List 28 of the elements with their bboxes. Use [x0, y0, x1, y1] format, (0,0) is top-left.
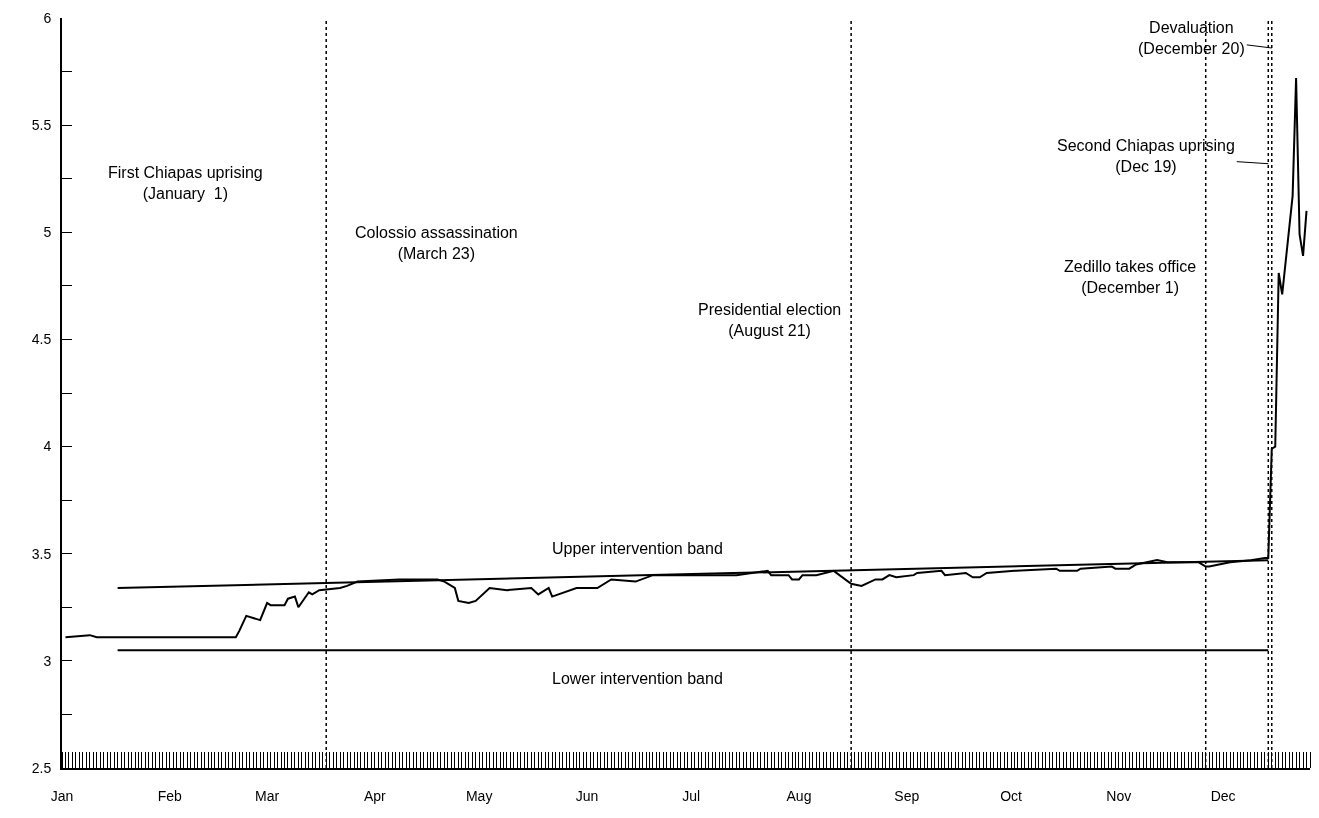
y-tick-label: 3.5 — [31, 545, 52, 562]
x-tick-label: Nov — [1106, 787, 1132, 804]
x-tick-label: Oct — [1000, 787, 1023, 804]
y-tick-label: 5 — [43, 224, 52, 241]
x-tick-label: Dec — [1210, 787, 1236, 804]
x-tick-label: Mar — [255, 787, 280, 804]
x-tick-label: Feb — [157, 787, 183, 804]
ref-line-label: Devaluation (December 20) — [1138, 19, 1245, 57]
y-tick-label: 3 — [43, 652, 52, 669]
y-tick-label: 2.5 — [31, 759, 52, 776]
y-tick-label: 4 — [43, 438, 52, 455]
series-label: Lower intervention band — [552, 670, 723, 687]
x-tick-label: Aug — [786, 787, 812, 804]
ref-line-label: Second Chiapas uprising (Dec 19) — [1057, 137, 1235, 175]
x-tick-label: May — [465, 787, 493, 804]
x-tick-label: Sep — [894, 787, 920, 804]
x-tick-label: Jun — [575, 787, 599, 804]
y-tick-label: 5.5 — [31, 117, 52, 134]
series-label: Upper intervention band — [552, 540, 723, 557]
ref-line-label: Colossio assassination (March 23) — [355, 224, 518, 262]
ref-line-label: Zedillo takes office (December 1) — [1064, 258, 1197, 296]
annotation: First Chiapas uprising (January 1) — [108, 164, 263, 202]
y-tick-label: 4.5 — [31, 331, 52, 348]
x-tick-label: Apr — [363, 787, 387, 804]
x-tick-label: Jul — [682, 787, 701, 804]
y-tick-label: 6 — [43, 9, 52, 26]
x-tick-label: Jan — [50, 787, 74, 804]
ref-line-label: Presidential election (August 21) — [698, 301, 842, 339]
